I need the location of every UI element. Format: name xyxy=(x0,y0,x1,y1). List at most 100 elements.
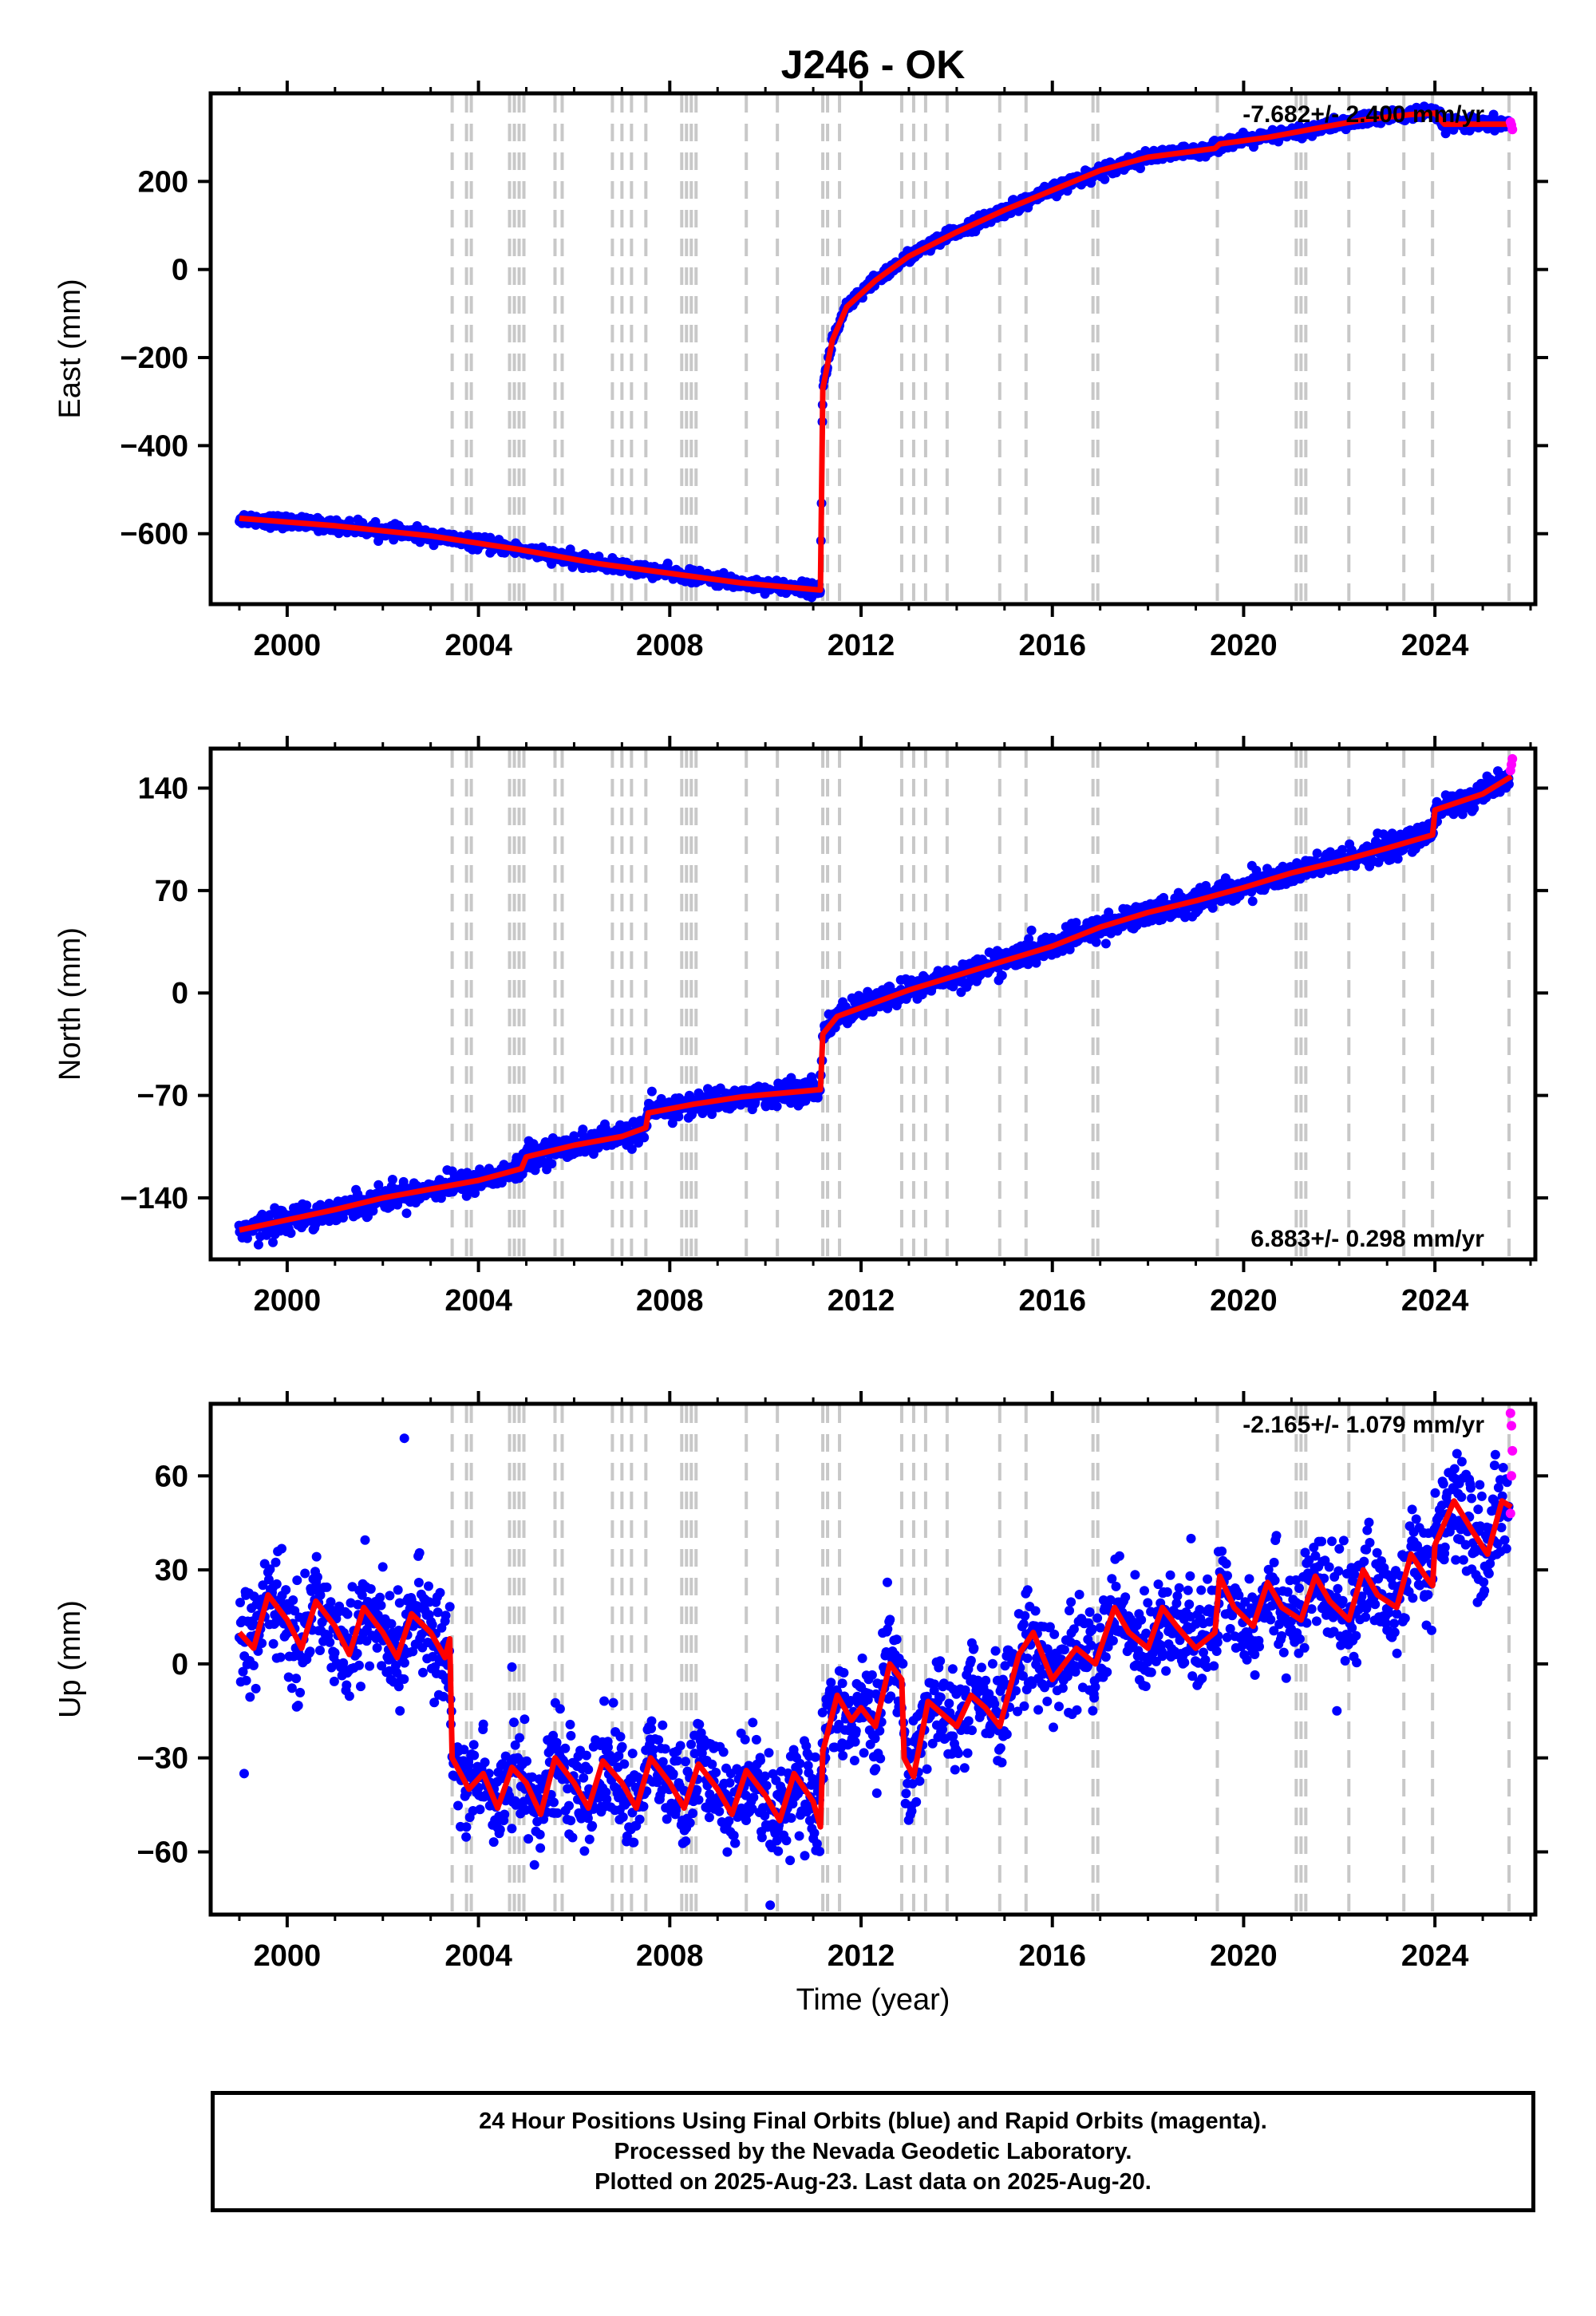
data-point xyxy=(424,1581,433,1591)
data-point xyxy=(372,1642,382,1653)
data-point xyxy=(1104,907,1114,918)
data-point xyxy=(281,1585,291,1595)
data-point xyxy=(1071,918,1081,928)
data-point xyxy=(459,1745,469,1755)
rate-label-east: -7.682+/- 2.400 mm/yr xyxy=(1242,101,1484,128)
panel-east: 2000 2004 2008 2012 2016 2020 2024−600−400−200… xyxy=(53,81,1548,662)
data-point xyxy=(461,1832,472,1842)
data-point xyxy=(265,1210,275,1220)
data-point xyxy=(674,1112,684,1122)
data-point xyxy=(238,1666,248,1677)
data-point xyxy=(444,1602,455,1612)
data-point xyxy=(265,1564,275,1575)
event-lines xyxy=(450,750,1511,1258)
data-point xyxy=(500,1809,510,1820)
data-point xyxy=(241,1675,251,1686)
data-point xyxy=(488,1837,499,1848)
data-point xyxy=(500,1751,511,1761)
data-point xyxy=(470,1188,480,1198)
data-point xyxy=(1312,848,1322,859)
data-point xyxy=(1091,937,1101,947)
data-point xyxy=(235,1598,245,1607)
x-tick-label: 2008 xyxy=(636,629,704,662)
data-point xyxy=(401,1208,412,1219)
data-point xyxy=(268,1638,279,1649)
data-point xyxy=(626,1144,637,1154)
data-point xyxy=(478,1719,488,1729)
data-point xyxy=(338,1212,348,1223)
data-point xyxy=(395,1705,405,1716)
data-point xyxy=(326,1597,336,1607)
y-tick-label: −70 xyxy=(137,1080,188,1113)
data-point xyxy=(352,1648,362,1658)
axes: 2000 2004 2008 2012 2016 2020 2024−140−7007014… xyxy=(120,736,1548,1318)
panel-north: 2000 2004 2008 2012 2016 2020 2024−140−7007014… xyxy=(53,736,1548,1318)
x-tick-label: 2000 xyxy=(254,629,322,662)
data-point xyxy=(1065,944,1075,954)
data-point xyxy=(418,1667,428,1678)
y-axis-label-north: North (mm) xyxy=(53,927,87,1081)
data-point xyxy=(242,1233,252,1243)
x-tick-label: 2016 xyxy=(1018,629,1086,662)
data-point xyxy=(344,1691,354,1701)
data-point xyxy=(387,1175,397,1184)
model-fit xyxy=(239,110,1511,593)
data-point xyxy=(357,1590,367,1600)
data-point xyxy=(1385,855,1396,864)
data-point xyxy=(325,1637,335,1647)
data-point xyxy=(302,1200,312,1211)
data-point xyxy=(469,1750,480,1761)
data-point xyxy=(854,990,864,1001)
data-point xyxy=(286,1228,296,1239)
y-tick-label: −600 xyxy=(120,518,188,551)
data-point xyxy=(997,970,1007,981)
data-point xyxy=(283,1672,294,1682)
data-point xyxy=(315,1646,325,1655)
rapid-orbit-point xyxy=(1507,753,1518,764)
data-point xyxy=(399,1674,409,1684)
data-point xyxy=(305,1646,315,1657)
data-point xyxy=(1393,854,1403,864)
data-point xyxy=(413,1578,424,1587)
data-point xyxy=(667,1118,678,1128)
x-tick-label: 2020 xyxy=(1210,1284,1278,1318)
y-tick-label: 200 xyxy=(138,165,188,199)
x-tick-label: 2024 xyxy=(1401,1284,1469,1318)
data-point xyxy=(365,1661,375,1671)
data-point xyxy=(578,1124,588,1135)
data-point xyxy=(275,1652,286,1662)
data-point xyxy=(300,1568,310,1579)
data-point xyxy=(329,1676,339,1686)
data-point xyxy=(257,1638,267,1648)
data-point xyxy=(356,1682,365,1692)
data-point xyxy=(271,1579,282,1589)
data-point xyxy=(1023,959,1033,970)
data-point xyxy=(338,1658,349,1668)
data-point xyxy=(453,1800,463,1811)
x-tick-label: 2024 xyxy=(1401,629,1469,662)
x-tick-label: 2008 xyxy=(636,1284,704,1318)
x-tick-label: 2016 xyxy=(1018,1284,1086,1318)
data-point xyxy=(707,1109,717,1120)
data-point xyxy=(385,1666,394,1676)
data-point xyxy=(1251,865,1262,875)
data-point xyxy=(427,1619,437,1630)
rapid-points xyxy=(1505,753,1518,776)
data-point xyxy=(547,1159,557,1169)
x-tick-label: 2004 xyxy=(444,1284,512,1318)
x-tick-label: 2012 xyxy=(828,1284,895,1318)
y-tick-label: 0 xyxy=(172,977,188,1010)
y-tick-label: −200 xyxy=(120,342,188,375)
data-point xyxy=(1024,934,1034,944)
chart-title: J246 - OK xyxy=(781,42,966,87)
plot-frame xyxy=(208,91,1538,607)
data-point xyxy=(312,1572,322,1583)
data-point xyxy=(315,1590,326,1600)
y-tick-label: 140 xyxy=(138,773,188,806)
data-point xyxy=(293,1701,303,1710)
data-point xyxy=(377,1562,388,1572)
data-point xyxy=(547,559,557,569)
data-point xyxy=(360,1535,370,1545)
x-tick-label: 2020 xyxy=(1210,629,1278,662)
